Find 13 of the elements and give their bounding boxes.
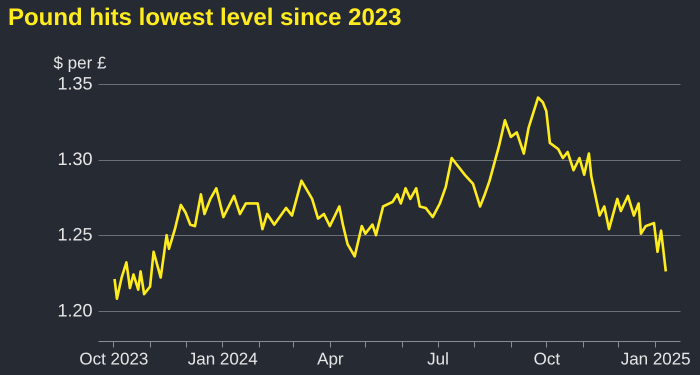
y-tick-label: 1.20: [57, 300, 92, 320]
x-tick-label: Jan 2024: [188, 350, 258, 368]
y-axis-title: $ per £: [54, 54, 107, 72]
x-tick-label: Oct 2023: [79, 350, 148, 368]
x-tick-label: Apr: [317, 350, 344, 368]
x-tick-label: Jul: [427, 350, 449, 368]
y-tick-label: 1.35: [57, 74, 92, 94]
line-series: [113, 96, 668, 300]
chart-title: Pound hits lowest level since 2023: [8, 4, 402, 31]
y-tick-label: 1.30: [57, 149, 92, 170]
x-tick-label: Oct: [534, 350, 560, 368]
y-tick-label: 1.25: [57, 224, 92, 245]
x-tick-label: Jan 2025: [620, 350, 691, 368]
